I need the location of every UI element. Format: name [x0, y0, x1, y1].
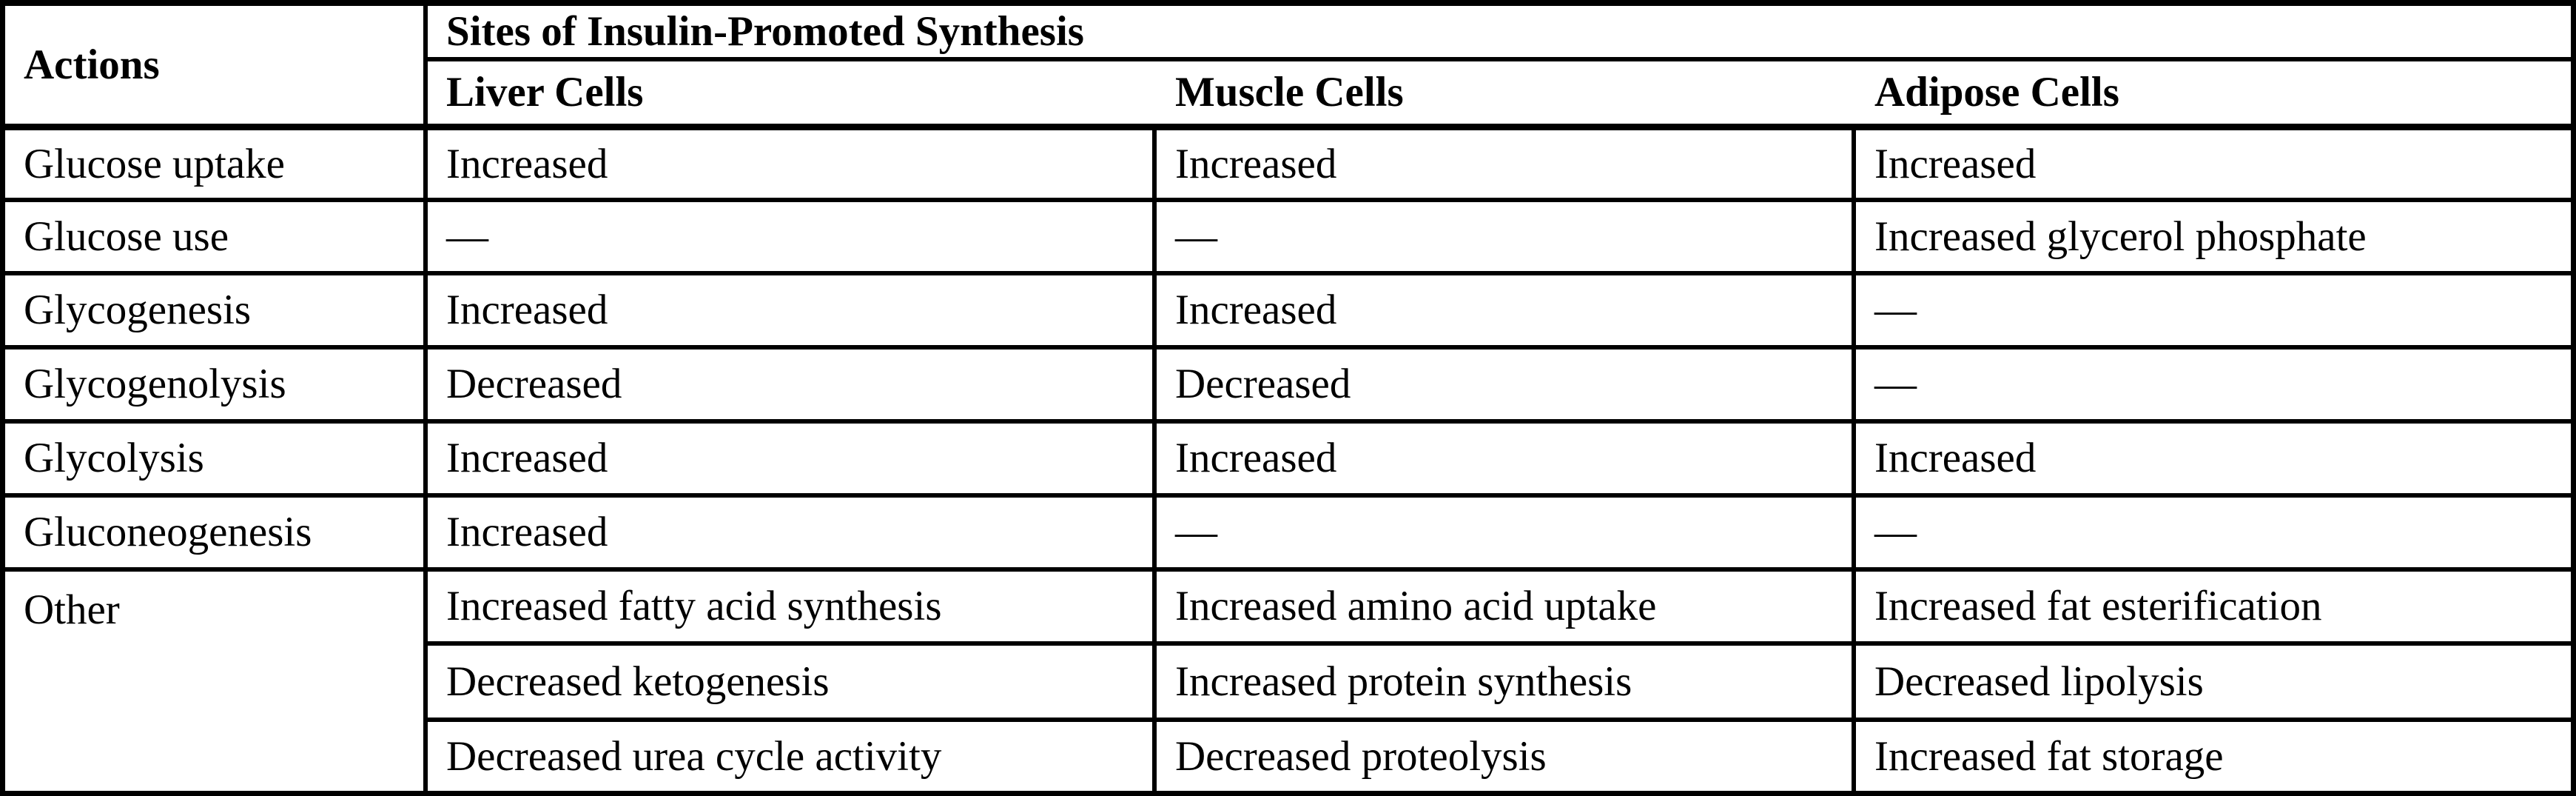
cell-muscle: Increased [1157, 130, 1856, 202]
cell-liver: Increased [428, 498, 1157, 572]
row-action-label: Glucose use [5, 202, 428, 275]
row-action-label: Glycogenolysis [5, 349, 428, 424]
cell-muscle: Increased [1157, 275, 1856, 349]
cell-muscle-other: Increased protein synthesis [1157, 646, 1856, 722]
row-action-label: Glycogenesis [5, 275, 428, 349]
column-header-muscle-cells: Muscle Cells [1157, 61, 1856, 130]
row-action-label: Glycolysis [5, 424, 428, 498]
cell-adipose: Increased glycerol phosphate [1856, 202, 2571, 275]
row-action-label: Gluconeogenesis [5, 498, 428, 572]
cell-adipose: — [1856, 349, 2571, 424]
cell-muscle-other: Decreased proteolysis [1157, 722, 1856, 791]
span-header-sites-of-insulin-promoted-synthesis: Sites of Insulin-Promoted Synthesis [428, 6, 2571, 61]
cell-adipose-other: Increased fat esterification [1856, 572, 2571, 646]
row-action-label-other: Other [5, 572, 428, 791]
cell-adipose: — [1856, 275, 2571, 349]
column-header-adipose-cells: Adipose Cells [1856, 61, 2571, 130]
cell-liver-other: Increased fatty acid synthesis [428, 572, 1157, 646]
column-header-actions: Actions [5, 6, 428, 130]
cell-muscle-other: Increased amino acid uptake [1157, 572, 1856, 646]
cell-liver: Increased [428, 424, 1157, 498]
cell-liver-other: Decreased urea cycle activity [428, 722, 1157, 791]
cell-muscle: — [1157, 202, 1856, 275]
cell-muscle: Increased [1157, 424, 1856, 498]
cell-liver: Increased [428, 275, 1157, 349]
cell-liver: — [428, 202, 1157, 275]
column-header-liver-cells: Liver Cells [428, 61, 1157, 130]
cell-adipose-other: Decreased lipolysis [1856, 646, 2571, 722]
cell-liver: Decreased [428, 349, 1157, 424]
cell-adipose-other: Increased fat storage [1874, 732, 2224, 780]
cell-liver-other: Decreased ketogenesis [428, 646, 1157, 722]
cell-adipose: — [1856, 498, 2571, 572]
cell-liver: Increased [428, 130, 1157, 202]
cell-muscle: — [1157, 498, 1856, 572]
row-action-label: Glucose uptake [5, 130, 428, 202]
cell-adipose: Increased [1856, 130, 2571, 202]
cell-muscle: Decreased [1157, 349, 1856, 424]
cell-adipose: Increased [1856, 424, 2571, 498]
